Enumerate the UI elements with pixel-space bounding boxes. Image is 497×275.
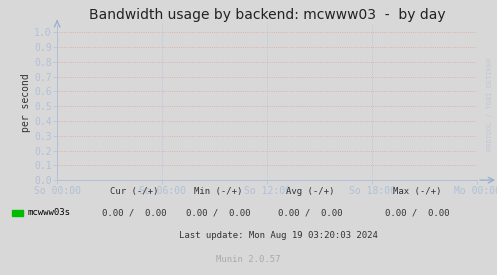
Text: Cur (-/+): Cur (-/+) (110, 187, 159, 196)
Text: Max (-/+): Max (-/+) (393, 187, 442, 196)
Text: 0.00 /  0.00: 0.00 / 0.00 (385, 208, 450, 217)
Text: Munin 2.0.57: Munin 2.0.57 (216, 255, 281, 264)
Y-axis label: per second: per second (21, 73, 31, 132)
Text: 0.00 /  0.00: 0.00 / 0.00 (278, 208, 343, 217)
Text: RRDTOOL / TOBI OETIKER: RRDTOOL / TOBI OETIKER (487, 58, 493, 151)
Text: 0.00 /  0.00: 0.00 / 0.00 (186, 208, 251, 217)
Text: Last update: Mon Aug 19 03:20:03 2024: Last update: Mon Aug 19 03:20:03 2024 (179, 231, 378, 240)
Text: 0.00 /  0.00: 0.00 / 0.00 (102, 208, 166, 217)
Text: Avg (-/+): Avg (-/+) (286, 187, 335, 196)
Text: Min (-/+): Min (-/+) (194, 187, 243, 196)
Title: Bandwidth usage by backend: mcwww03  -  by day: Bandwidth usage by backend: mcwww03 - by… (89, 8, 445, 22)
Text: mcwww03s: mcwww03s (27, 208, 71, 217)
